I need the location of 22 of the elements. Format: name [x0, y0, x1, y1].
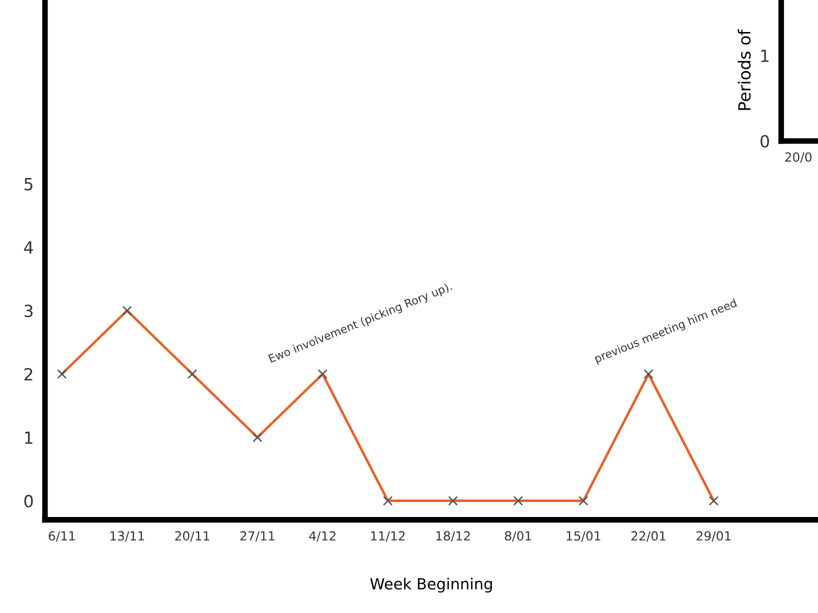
x-tick-label: 18/12: [436, 531, 470, 542]
y-tick-label: 1: [761, 50, 769, 62]
x-tick-label: 20/11: [175, 531, 210, 542]
y-tick-label: 0: [760, 134, 769, 148]
y-tick-label: 2: [24, 368, 32, 380]
x-tick-label: 22/01: [631, 531, 666, 542]
x-tick-label: 27/11: [240, 531, 274, 542]
x-tick-label: 4/12: [309, 531, 336, 542]
x-axis-title: Week Beginning: [370, 578, 492, 593]
x-tick-label: 8/01: [504, 531, 532, 542]
y-tick-label: 1: [25, 432, 32, 444]
y-axis-title: Periods of: [738, 29, 751, 110]
y-tick-label: 0: [24, 494, 33, 508]
x-tick-label: 20/0: [785, 152, 812, 163]
x-tick-label: 15/01: [566, 531, 600, 542]
x-tick-label: 6/11: [48, 531, 75, 542]
y-tick-label: 4: [24, 241, 33, 254]
x-tick-label: 13/11: [110, 531, 144, 542]
x-tick-label: 29/01: [696, 531, 731, 542]
y-tick-label: 3: [24, 304, 33, 318]
x-tick-label: 11/12: [371, 531, 405, 542]
y-tick-label: 5: [24, 178, 32, 190]
